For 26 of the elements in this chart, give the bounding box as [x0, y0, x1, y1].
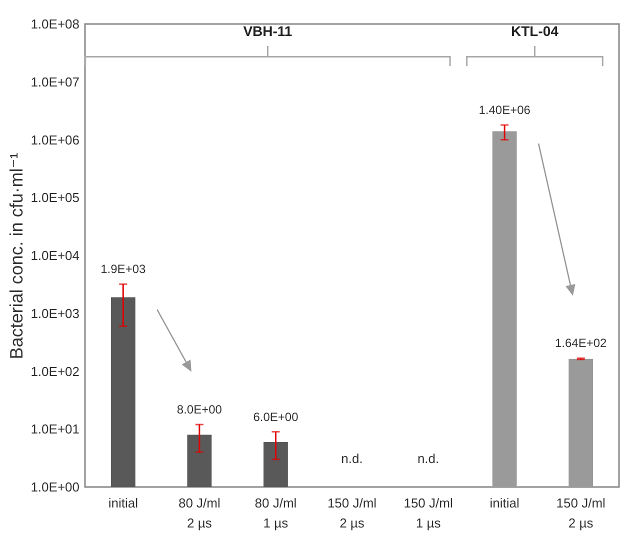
y-tick-label: 1.0E+01: [30, 422, 80, 437]
x-tick-label: initial: [108, 496, 138, 510]
annotation: KTL-04: [510, 23, 559, 39]
data-label: 1.64E+02: [555, 336, 608, 350]
x-tick-label: 80 J/ml 1 µs: [254, 496, 297, 530]
x-tick-label: 150 J/ml 2 µs: [556, 496, 606, 530]
x-tick-label: 150 J/ml 1 µs: [404, 496, 453, 530]
data-label: 1.40E+06: [478, 102, 531, 117]
data-label: 8.0E+00: [176, 402, 222, 417]
data-label: 6.0E+00: [253, 410, 299, 424]
y-tick-label: 1.0E+06: [30, 132, 80, 148]
annotation: VBH-11: [243, 23, 292, 39]
y-tick-label: 1.0E+02: [30, 364, 80, 379]
y-tick-label: 1.0E+05: [30, 190, 80, 206]
y-tick-label: 1.0E+00: [30, 480, 80, 494]
x-tick-label: 150 J/ml 2 µs: [327, 496, 377, 530]
y-axis-title: Bacterial conc. in cfu·ml⁻¹: [6, 152, 27, 360]
data-label: 1.9E+03: [100, 262, 146, 276]
x-tick-label: initial: [490, 496, 520, 510]
y-tick-label: 1.0E+03: [30, 306, 80, 321]
annotation: n.d.: [417, 451, 440, 466]
y-tick-label: 1.0E+04: [30, 248, 80, 263]
x-tick-label: 80 J/ml 2 µs: [178, 496, 220, 530]
annotation: n.d.: [341, 451, 363, 466]
y-tick-label: 1.0E+07: [30, 74, 80, 90]
y-tick-label: 1.0E+08: [30, 16, 80, 32]
